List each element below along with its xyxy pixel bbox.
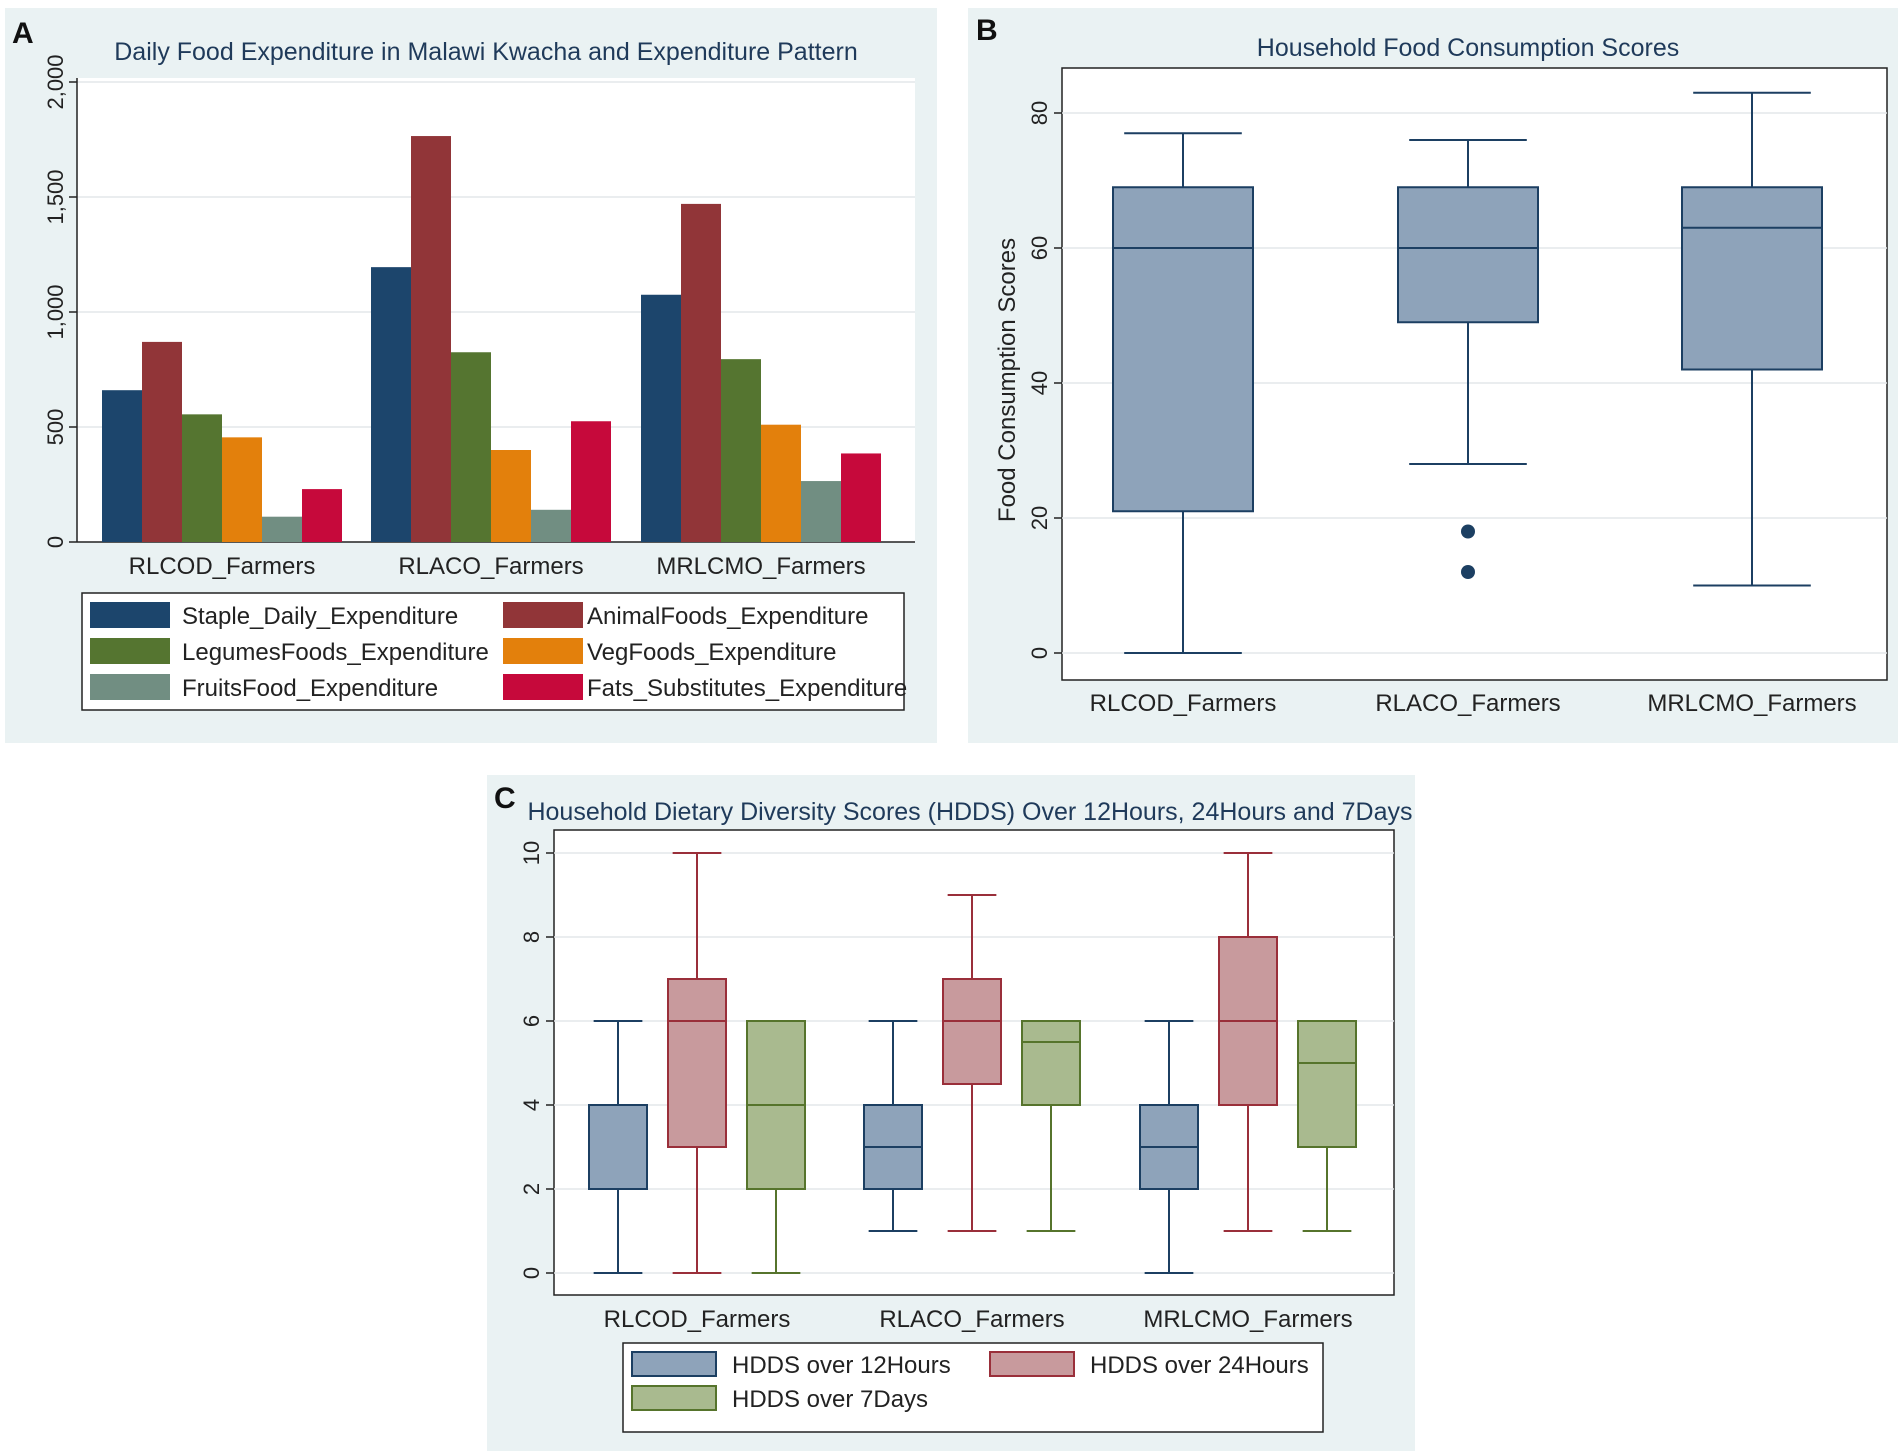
- legend-swatch-hdds-over-7days: [631, 1385, 717, 1411]
- panel-c-legend-items: HDDS over 12Hours HDDS over 24Hours HDDS o…: [631, 1351, 1309, 1413]
- legend-swatch-fruitsfood-expenditure: [90, 674, 170, 700]
- bar-legumesfoods-expenditure-mrlcmo-farmers: [721, 359, 761, 542]
- panel-c-category-label: MRLCMO_Farmers: [1143, 1306, 1352, 1333]
- panel-b-y-tick-label: 40: [1027, 371, 1052, 395]
- panel-c-category-label: RLCOD_Farmers: [604, 1306, 791, 1333]
- bar-vegfoods-expenditure-mrlcmo-farmers: [761, 424, 801, 542]
- panel-b-rlaco-farmers-outlier: [1461, 524, 1475, 539]
- legend-swatch-hdds-over-12hours: [631, 1351, 717, 1377]
- bar-staple-daily-expenditure-rlaco-farmers: [371, 267, 411, 542]
- bar-fruitsfood-expenditure-rlcod-farmers: [262, 516, 302, 542]
- panel-a-legend: [81, 592, 905, 711]
- legend-label-staple-daily-expenditure: Staple_Daily_Expenditure: [182, 603, 458, 630]
- panel-c-hdds-over-12hours-rlcod-farmers-box: [588, 1104, 648, 1190]
- legend-label-hdds-over-24hours: HDDS over 24Hours: [1090, 1352, 1309, 1379]
- panel-a-y-tick-label: 1,000: [43, 284, 68, 339]
- panel-c-y-tick-label: 6: [519, 1015, 544, 1027]
- legend-label-legumesfoods-expenditure: LegumesFoods_Expenditure: [182, 639, 489, 666]
- panel-a-y-tick-label: 1,500: [43, 169, 68, 224]
- legend-swatch-fats-substitutes-expenditure: [503, 674, 583, 700]
- panel-a-title: Daily Food Expenditure in Malawi Kwacha …: [114, 38, 857, 66]
- panel-c-hdds-over-24hours-rlaco-farmers-box: [942, 978, 1002, 1085]
- bar-fats-substitutes-expenditure-mrlcmo-farmers: [841, 453, 881, 542]
- panel-b-category-label: RLCOD_Farmers: [1090, 690, 1277, 717]
- bar-fats-substitutes-expenditure-rlcod-farmers: [302, 489, 342, 542]
- legend-swatch-vegfoods-expenditure: [503, 638, 583, 664]
- legend-swatch-legumesfoods-expenditure: [90, 638, 170, 664]
- panel-a-category-label: RLCOD_Farmers: [129, 553, 316, 580]
- panel-c-hdds-over-7days-rlaco-farmers-box: [1021, 1020, 1081, 1106]
- bar-vegfoods-expenditure-rlcod-farmers: [222, 437, 262, 542]
- legend-label-fats-substitutes-expenditure: Fats_Substitutes_Expenditure: [587, 675, 907, 702]
- panel-c-y-tick-label: 0: [519, 1267, 544, 1279]
- panel-c-legend: [622, 1342, 1324, 1433]
- panel-b-category-label: MRLCMO_Farmers: [1647, 690, 1856, 717]
- panel-b-y-tick-label: 60: [1027, 236, 1052, 260]
- bar-staple-daily-expenditure-rlcod-farmers: [102, 390, 142, 542]
- bar-vegfoods-expenditure-rlaco-farmers: [491, 450, 531, 542]
- legend-label-hdds-over-7days: HDDS over 7Days: [732, 1386, 928, 1413]
- panel-b-rlaco-farmers-box: [1397, 186, 1539, 324]
- panel-c-chart: 0 2 4 6 8 10 RLCOD_Farmers RLACO_Farmers MRLCMO_…: [519, 841, 1394, 1333]
- panel-b-y-axis-label: Food Consumption Scores: [994, 238, 1021, 522]
- panel-b-mrlcmo-farmers-box: [1681, 186, 1823, 371]
- panel-b-title: Household Food Consumption Scores: [1257, 34, 1679, 62]
- panel-c-y-tick-label: 8: [519, 931, 544, 943]
- panel-a-category-label: MRLCMO_Farmers: [656, 553, 865, 580]
- panel-a-y-tick-label: 2,000: [43, 54, 68, 109]
- panel-c-category-label: RLACO_Farmers: [879, 1306, 1064, 1333]
- panel-a-y-tick-label: 500: [43, 409, 68, 446]
- legend-label-vegfoods-expenditure: VegFoods_Expenditure: [587, 639, 837, 666]
- bar-legumesfoods-expenditure-rlcod-farmers: [182, 414, 222, 542]
- panel-b-category-label: RLACO_Farmers: [1375, 690, 1560, 717]
- panel-b-rlcod-farmers-box: [1112, 186, 1254, 513]
- panel-a-letter: A: [12, 17, 34, 50]
- legend-label-animalfoods-expenditure: AnimalFoods_Expenditure: [587, 603, 869, 630]
- panel-b-letter: B: [976, 14, 998, 47]
- bar-legumesfoods-expenditure-rlaco-farmers: [451, 352, 491, 542]
- bar-fruitsfood-expenditure-mrlcmo-farmers: [801, 481, 841, 542]
- panel-c-letter: C: [494, 782, 516, 815]
- panel-b-chart: 0 20 40 60 80 RLCOD_Farmers RLACO_Farmers MRLCM…: [1027, 91, 1887, 717]
- panel-c-y-tick-label: 10: [519, 841, 544, 865]
- panel-b-y-tick-label: 80: [1027, 101, 1052, 125]
- legend-swatch-animalfoods-expenditure: [503, 602, 583, 628]
- panel-a-legend-items: Staple_Daily_Expenditure AnimalFoods_Expe…: [90, 602, 907, 702]
- legend-swatch-staple-daily-expenditure: [90, 602, 170, 628]
- bar-fats-substitutes-expenditure-rlaco-farmers: [571, 421, 611, 542]
- legend-swatch-hdds-over-24hours: [989, 1351, 1075, 1377]
- panel-c-title: Household Dietary Diversity Scores (HDDS…: [527, 798, 1412, 826]
- panel-c-hdds-over-24hours-rlcod-farmers-box: [667, 978, 727, 1148]
- panel-a-y-tick-label: 0: [43, 536, 68, 548]
- bar-fruitsfood-expenditure-rlaco-farmers: [531, 509, 571, 542]
- legend-label-fruitsfood-expenditure: FruitsFood_Expenditure: [182, 675, 438, 702]
- bar-animalfoods-expenditure-rlaco-farmers: [411, 136, 451, 543]
- panel-b-y-tick-label: 20: [1027, 506, 1052, 530]
- panel-c-hdds-over-7days-mrlcmo-farmers-box: [1297, 1020, 1357, 1148]
- panel-c-y-tick-label: 2: [519, 1183, 544, 1195]
- bar-animalfoods-expenditure-rlcod-farmers: [142, 341, 182, 542]
- bar-staple-daily-expenditure-mrlcmo-farmers: [641, 294, 681, 542]
- panel-b-y-tick-label: 0: [1027, 647, 1052, 659]
- panel-c-y-tick-label: 4: [519, 1099, 544, 1111]
- panel-a-chart: 0 500 1,000 1,500 2,000 RLCOD_Farmers RLACO_Fa…: [43, 54, 915, 580]
- panel-a-category-label: RLACO_Farmers: [398, 553, 583, 580]
- panel-b-rlaco-farmers-outlier: [1461, 565, 1475, 579]
- bar-animalfoods-expenditure-mrlcmo-farmers: [681, 203, 721, 542]
- legend-label-hdds-over-12hours: HDDS over 12Hours: [732, 1352, 951, 1379]
